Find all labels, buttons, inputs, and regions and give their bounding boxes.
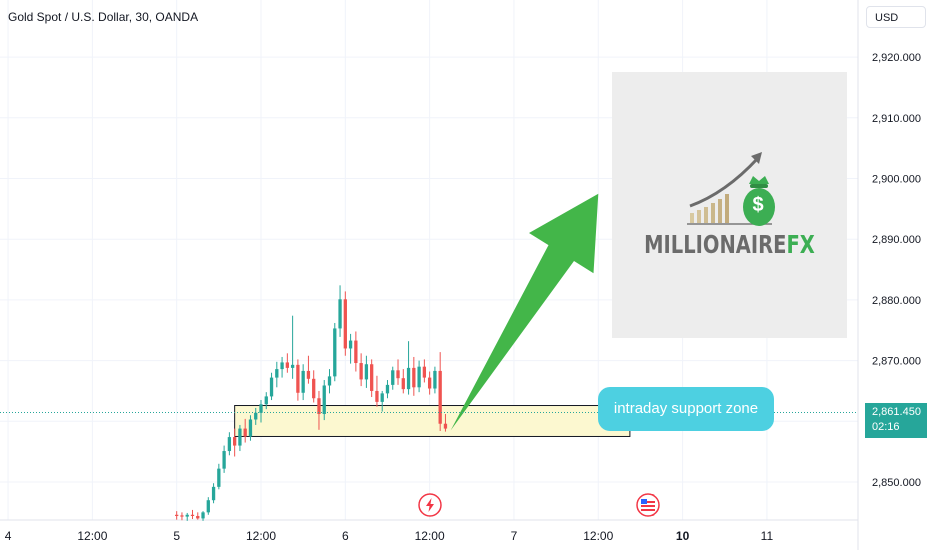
price-tick-label: 2,900.000 — [872, 174, 921, 186]
candle[interactable] — [222, 451, 226, 469]
candle[interactable] — [359, 363, 363, 380]
money-bag-growth-icon — [687, 152, 775, 226]
candle[interactable] — [406, 367, 411, 390]
candle[interactable] — [296, 364, 300, 393]
candle[interactable] — [185, 514, 189, 517]
time-tick-label: 7 — [511, 529, 518, 543]
candle[interactable] — [254, 412, 258, 420]
candle[interactable] — [327, 376, 332, 386]
candle[interactable] — [233, 437, 237, 446]
candle[interactable] — [338, 299, 342, 329]
candle[interactable] — [354, 340, 358, 364]
current-price-value: 2,861.450 — [872, 406, 921, 418]
candle[interactable] — [438, 370, 442, 424]
candle[interactable] — [322, 385, 326, 415]
price-tick-label: 2,890.000 — [872, 234, 921, 246]
price-tick-label: 2,870.000 — [872, 356, 921, 368]
dollar-sign-icon: $ — [752, 194, 764, 216]
time-tick-label: 10 — [676, 529, 690, 543]
time-tick-label: 6 — [342, 529, 349, 543]
logo-name-accent: FX — [786, 230, 815, 259]
candle[interactable] — [201, 512, 205, 519]
candle[interactable] — [238, 428, 242, 446]
support-zone-layer — [234, 405, 631, 437]
currency-button[interactable]: USD — [866, 6, 926, 28]
candle[interactable] — [391, 370, 395, 385]
bar-countdown: 02:16 — [872, 421, 900, 433]
candle[interactable] — [217, 468, 221, 487]
candle[interactable] — [422, 366, 427, 378]
candle[interactable] — [211, 486, 216, 501]
time-tick-label: 5 — [173, 529, 180, 543]
current-price-badge: 2,861.450 02:16 — [865, 403, 927, 438]
candle[interactable] — [190, 514, 195, 516]
support-zone-rectangle — [234, 405, 631, 437]
price-tick-label: 2,920.000 — [872, 52, 921, 64]
candle[interactable] — [433, 370, 437, 389]
candle[interactable] — [290, 364, 295, 368]
price-tick-label: 2,910.000 — [872, 113, 921, 125]
candle[interactable] — [180, 515, 184, 517]
candle[interactable] — [312, 378, 316, 399]
candle[interactable] — [417, 366, 421, 388]
candle[interactable] — [259, 404, 263, 413]
candle[interactable] — [275, 369, 279, 378]
support-zone-callout[interactable]: intraday support zone — [598, 387, 774, 431]
millionairefx-logo: $ MILLIONAIREFX — [612, 72, 847, 338]
candle[interactable] — [380, 393, 384, 402]
candle[interactable] — [206, 500, 210, 513]
candle[interactable] — [364, 364, 369, 380]
logo-wordmark: MILLIONAIREFX — [638, 230, 821, 259]
time-tick-label: 11 — [761, 529, 774, 543]
candle[interactable] — [227, 437, 232, 452]
time-tick-label: 12:00 — [246, 529, 276, 543]
time-tick-label: 12:00 — [77, 529, 107, 543]
candle[interactable] — [280, 362, 284, 370]
candle[interactable] — [385, 384, 390, 394]
time-tick-label: 12:00 — [583, 529, 613, 543]
arrow-layer — [450, 193, 599, 431]
candle[interactable] — [175, 514, 179, 516]
candle[interactable] — [248, 419, 253, 437]
candle[interactable] — [196, 515, 200, 519]
time-axis[interactable]: 4 12:00 5 12:00 6 12:00 7 12:00 10 11 — [5, 529, 774, 543]
candle[interactable] — [396, 370, 400, 379]
price-tick-label: 2,880.000 — [872, 295, 921, 307]
candle[interactable] — [443, 423, 448, 429]
candle[interactable] — [343, 299, 347, 349]
candle[interactable] — [269, 377, 274, 397]
candle[interactable] — [306, 370, 311, 379]
symbol-legend[interactable]: Gold Spot / U.S. Dollar, 30, OANDA — [8, 10, 199, 24]
candle[interactable] — [401, 378, 405, 390]
us-flag-event-icon[interactable] — [636, 493, 660, 517]
candle[interactable] — [412, 367, 416, 388]
candle[interactable] — [301, 370, 305, 393]
time-tick-label: 4 — [5, 529, 12, 543]
price-tick-label: 2,850.000 — [872, 477, 921, 489]
candles[interactable] — [175, 285, 448, 521]
candle[interactable] — [317, 398, 321, 415]
candle[interactable] — [333, 328, 337, 377]
logo-name-main: MILLIONAIRE — [644, 230, 787, 259]
candle[interactable] — [375, 390, 379, 402]
candle[interactable] — [348, 340, 353, 349]
lightning-event-icon[interactable] — [418, 493, 442, 517]
candle[interactable] — [285, 362, 289, 368]
candle[interactable] — [264, 396, 268, 405]
candle[interactable] — [370, 364, 374, 391]
time-tick-label: 12:00 — [415, 529, 445, 543]
candle[interactable] — [243, 428, 247, 437]
candle[interactable] — [427, 377, 432, 389]
bullish-arrow — [450, 193, 599, 431]
